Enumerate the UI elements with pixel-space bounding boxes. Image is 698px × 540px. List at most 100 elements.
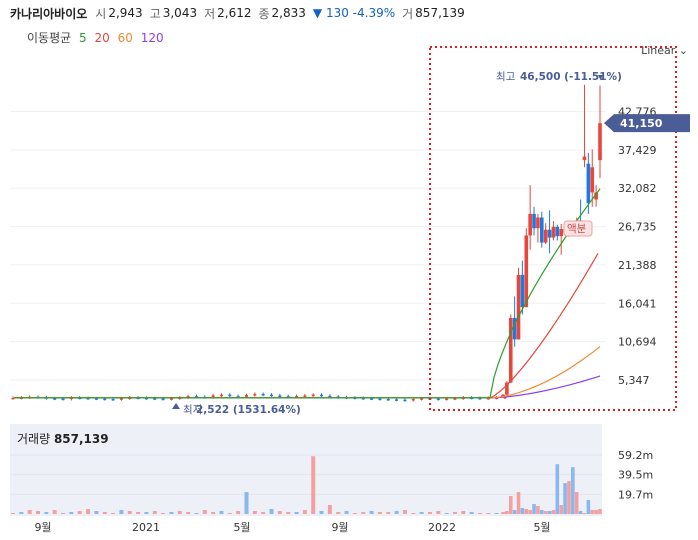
volume-bar (586, 500, 591, 514)
candle-body (532, 213, 536, 229)
stock-header: 카나리아바이오 시 2,943 고 3,043 저 2,612 종 2,833 … (10, 4, 472, 22)
volume-bar (555, 464, 560, 514)
volume-bar (161, 513, 166, 514)
max-label: 최고 (496, 71, 516, 83)
volume-tick-label: 59.2m (618, 449, 653, 462)
volume-bar (152, 511, 157, 514)
candle-body (453, 398, 457, 400)
volume-bar (52, 510, 57, 514)
candle-body (236, 396, 240, 398)
volume-bar (528, 510, 532, 514)
max-marker-icon (598, 75, 603, 80)
volume-bar (61, 513, 66, 514)
volume-bar (540, 510, 544, 514)
volume-bar (524, 509, 529, 514)
max-value: 46,500 (-11.51%) (520, 71, 622, 83)
volume-bar (236, 511, 241, 514)
candle-body (528, 213, 532, 236)
candle-body (420, 398, 424, 400)
open-label: 시 (95, 6, 107, 21)
volume-bar (411, 513, 416, 514)
ma-120: 120 (140, 31, 164, 45)
volume-bar (394, 511, 399, 514)
candle-body (594, 192, 598, 200)
min-label: 최저 (183, 404, 202, 416)
high-label: 고 (149, 6, 161, 21)
volume-bar (44, 512, 49, 514)
volume-bar (111, 513, 116, 514)
volume-bar (311, 456, 316, 514)
candle-body (543, 229, 548, 243)
volume-bar (494, 513, 499, 514)
high-value: 3,043 (162, 6, 198, 20)
volume-bar (551, 510, 556, 514)
volume-bar (202, 510, 207, 514)
candle-body (270, 394, 274, 397)
ma-5: 5 (79, 31, 87, 45)
volume-bar (559, 505, 563, 514)
current-price-tag (604, 114, 690, 133)
volume-bar (377, 512, 382, 514)
volume-panel (10, 424, 602, 516)
volume-title-label: 거래량 (17, 432, 51, 446)
volume-bar (477, 513, 482, 514)
low-label: 저 (204, 6, 216, 21)
volume-bar (402, 510, 407, 514)
volume-bar (219, 511, 224, 514)
volume-bar (419, 512, 424, 514)
candle-body (103, 398, 107, 401)
candle-body (311, 394, 315, 397)
candle-body (219, 394, 223, 397)
volume-bar (505, 511, 509, 514)
candle-body (169, 398, 173, 400)
current-price-value: 41,150 (620, 117, 663, 130)
y-tick-label: 37,429 (618, 144, 657, 157)
candle-body (253, 393, 257, 396)
volume-bar (532, 504, 536, 514)
volume-bar (127, 511, 132, 514)
candle-body (478, 397, 482, 400)
volume-bar (36, 511, 41, 514)
volume-bar (352, 513, 357, 514)
volume-bar (452, 512, 457, 514)
volume-bar (286, 512, 291, 514)
candle-body (555, 226, 560, 237)
volume-title: 거래량 857,139 (17, 430, 109, 447)
candle-body (445, 398, 449, 401)
volume-bar (582, 513, 587, 514)
volume-bar (102, 512, 107, 514)
volume-bar (444, 513, 449, 514)
candle-body (403, 399, 407, 402)
min-value: 2,522 (1531.64%) (196, 404, 301, 416)
y-tick-label: 10,694 (618, 336, 657, 349)
event-badge (563, 220, 593, 237)
volume-bar (571, 467, 575, 514)
candle-body (261, 393, 265, 396)
candle-body (144, 397, 148, 400)
candle-body (303, 395, 307, 397)
x-tick-label: 9월 (34, 521, 51, 534)
volume-bar (177, 511, 182, 514)
volume-bar (574, 492, 579, 514)
volume-bar (302, 510, 307, 514)
candle-body (582, 156, 587, 161)
moving-average-legend[interactable]: 이동평균 5 20 60 120 (27, 29, 168, 46)
stock-name: 카나리아바이오 (10, 6, 88, 21)
candle-body (370, 398, 374, 400)
x-tick-label: 5월 (233, 521, 250, 534)
candle-body (536, 217, 540, 229)
candle-body (516, 274, 521, 340)
x-tick-label: 2022 (428, 521, 456, 534)
volume-bar (543, 511, 548, 514)
volume-bar (244, 492, 249, 514)
volume-bar (508, 496, 513, 514)
volume-bar (94, 511, 99, 514)
volume-bar (27, 510, 32, 514)
volume-bar (598, 509, 602, 514)
candle-body (86, 397, 90, 400)
candle-body (361, 397, 365, 400)
candle-body (501, 394, 505, 397)
volume-bar (503, 512, 507, 514)
volume-bar (369, 511, 374, 514)
